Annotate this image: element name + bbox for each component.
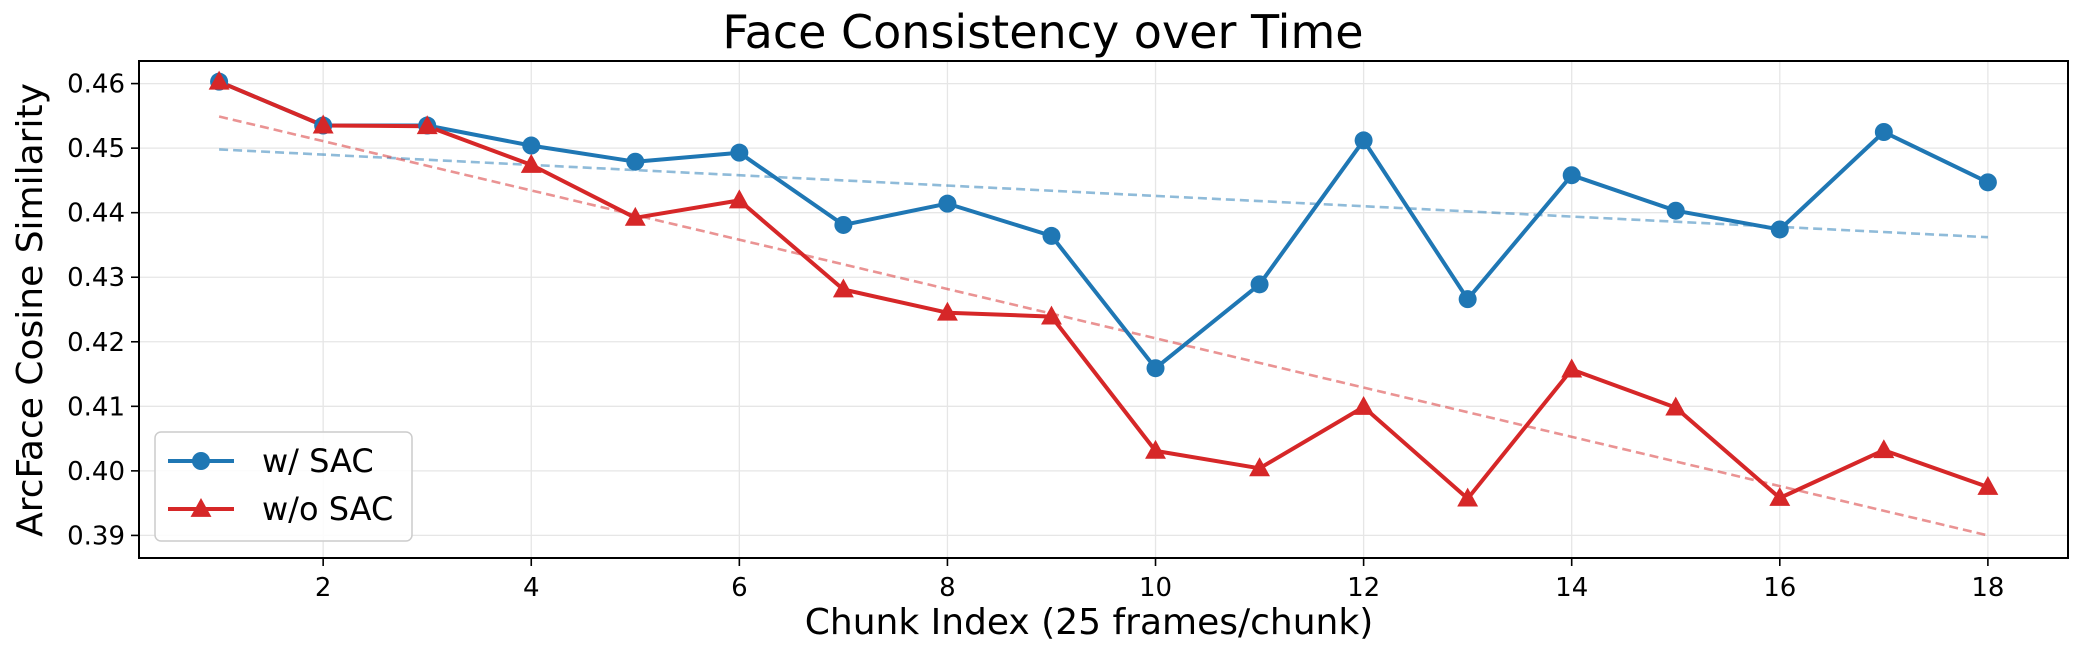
x-tick-label: 4 [523,573,540,603]
without-sac-point [312,114,334,134]
legend-with-sac-label: w/ SAC [262,442,374,480]
without-sac-point [1145,439,1166,459]
x-tick-label: 2 [315,573,332,603]
without-sac-point [936,301,958,321]
without-sac-point [1665,396,1687,416]
without-sac-point [520,153,542,173]
without-sac-series-line [218,79,1989,501]
y-tick-label: 0.43 [67,263,125,293]
with-sac-point [1666,201,1685,220]
y-tick-label: 0.41 [67,392,125,422]
x-tick-label: 12 [1347,573,1380,603]
y-axis-label: ArcFace Cosine Similarity [10,83,51,537]
without-sac-point [1561,358,1583,378]
with-sac-point [938,194,957,213]
trend-layer [218,115,1989,537]
without-sac-point [416,115,438,135]
with-sac-point [522,136,541,155]
y-tick-label: 0.44 [67,199,125,229]
y-tick-label: 0.45 [67,134,125,164]
with-sac-point [626,152,645,171]
without-sac-point [1873,439,1895,459]
without-sac-point [1977,476,1999,495]
without-sac-trend-line [218,115,1989,537]
without-sac-point [1041,305,1062,325]
without-sac-point [832,278,854,298]
with-sac-point [730,143,749,162]
legend-without-sac-marker [190,498,212,517]
with-sac-series-line [218,79,1989,371]
without-sac-point [208,70,230,90]
with-sac-point [1042,226,1061,245]
with-sac-point [1354,131,1373,150]
x-tick-label: 14 [1555,573,1588,603]
without-sac-point [1353,395,1375,415]
series-layer [208,70,1999,507]
x-tick-label: 6 [731,573,748,603]
y-tick-label: 0.42 [67,328,125,358]
with-sac-trend-line [219,148,1988,239]
legend: w/ SAC w/o SAC [154,431,413,542]
y-tick-label: 0.39 [67,521,125,551]
y-tick-label: 0.40 [67,457,125,487]
y-tick-label: 0.46 [67,70,125,100]
without-sac-point [1769,486,1791,506]
with-sac-point [1146,359,1165,378]
x-tick-label: 18 [1971,573,2004,603]
plot-frame [138,60,2069,559]
with-sac-point [1874,123,1893,141]
with-sac-point [1770,220,1789,239]
legend-without-sac-label: w/o SAC [262,490,393,528]
without-sac-point [1249,457,1271,477]
x-tick-label: 10 [1139,573,1172,603]
x-axis-label: Chunk Index (25 frames/chunk) [805,602,1374,643]
with-sac-point [1978,173,1997,192]
legend-with-sac-marker [192,452,210,470]
without-sac-point [728,189,750,209]
without-sac-point [624,206,646,226]
with-sac-point [1458,290,1477,309]
with-sac-point [1562,166,1581,185]
with-sac-point [834,215,853,234]
x-tick-label: 16 [1763,573,1796,603]
tick-layer: 2 4 6 8 10 12 14 16 18 0.39 0.40 0.41 0.42 0.43 0.44 0.… [67,70,2004,603]
x-tick-label: 8 [939,573,956,603]
chart-title: Face Consistency over Time [722,5,1363,59]
without-sac-point [1457,487,1479,507]
with-sac-point [1250,275,1269,294]
